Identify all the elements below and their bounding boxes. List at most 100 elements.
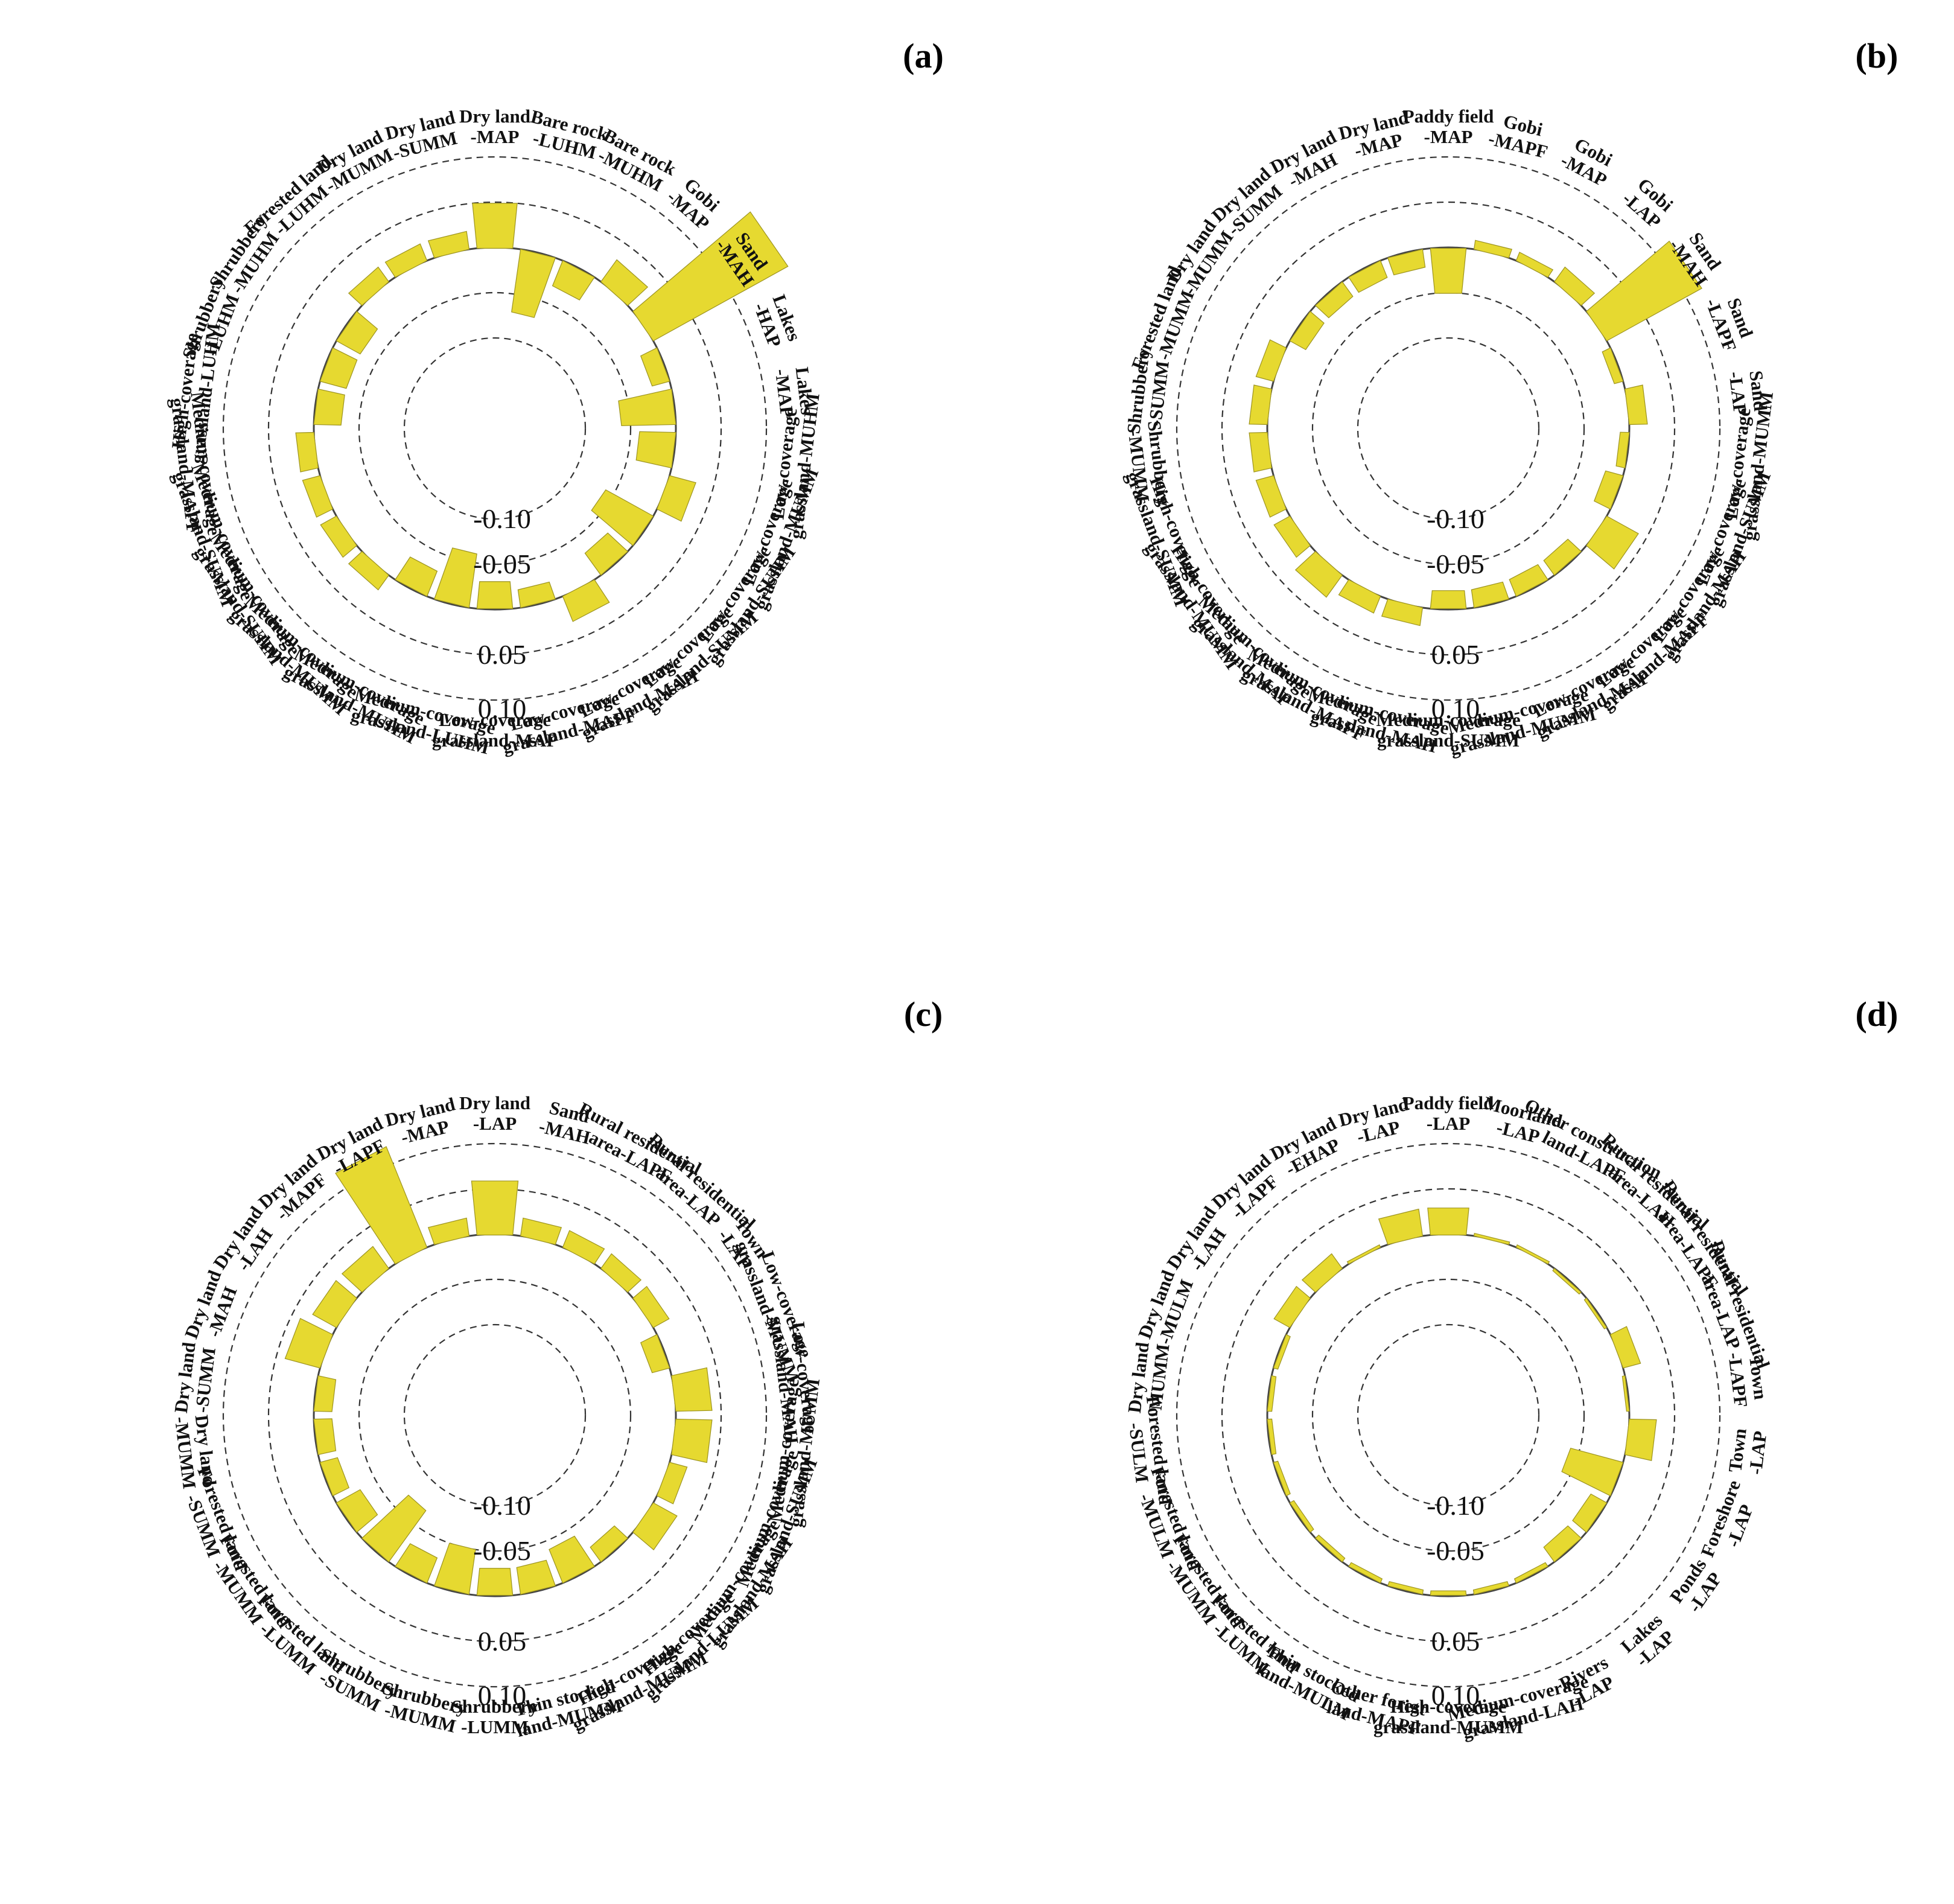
radial-tick-label-3: 0.10 [478, 693, 527, 724]
bar-10 [1543, 538, 1582, 576]
bar-19 [313, 1418, 337, 1456]
bar-1 [511, 249, 556, 318]
bar-6 [1621, 1375, 1630, 1412]
bar-16 [1314, 1534, 1346, 1563]
radial-tick-label-0: -0.10 [473, 1490, 531, 1521]
category-label-20: Dry land-MUMM [1124, 1340, 1174, 1418]
bar-2 [1515, 252, 1554, 278]
bar-12 [517, 581, 556, 608]
panel-letter: (c) [904, 995, 943, 1034]
bar-23 [341, 1246, 390, 1293]
radial-tick-label-2: 0.05 [478, 639, 527, 670]
radial-tick-label-3: 0.10 [1431, 1680, 1480, 1711]
bar-7 [1625, 1418, 1657, 1461]
bar-5 [1609, 1326, 1641, 1369]
category-label-0: Dry land -MAP [459, 106, 530, 147]
bar-1 [1473, 1232, 1510, 1245]
bar-2 [1515, 1244, 1550, 1265]
bar-15 [1348, 1562, 1383, 1584]
bar-0 [1427, 1208, 1469, 1236]
grid-ring-0 [1357, 1323, 1540, 1507]
panel-letter: (a) [903, 36, 944, 75]
category-label-0: Paddy field -MAP [1403, 106, 1494, 147]
radial-tick-label-0: -0.10 [1427, 503, 1485, 534]
bar-0 [471, 1180, 519, 1236]
category-label-13: Medium-coverage grassland-SUMM [1376, 709, 1520, 751]
bar-10 [590, 1525, 629, 1563]
bar-11 [1513, 1562, 1548, 1584]
bar-22 [1273, 1285, 1311, 1328]
bar-9 [1572, 1493, 1608, 1533]
bar-20 [1249, 384, 1272, 425]
bar-18 [319, 1457, 350, 1497]
radial-tick-label-2: 0.05 [478, 1626, 527, 1657]
bar-17 [336, 1489, 378, 1533]
bar-22 [1289, 311, 1325, 351]
bar-11 [562, 579, 610, 622]
bar-1 [520, 1217, 562, 1245]
bar-9 [591, 489, 654, 546]
bar-4 [1583, 1297, 1608, 1329]
category-label-19: Shrubbery-MUMM [1123, 419, 1175, 511]
bar-19 [1267, 1418, 1277, 1456]
bar-16 [1294, 550, 1343, 598]
bar-9 [1586, 515, 1639, 570]
bar-21 [319, 347, 358, 389]
bar-25 [1387, 249, 1426, 276]
bar-25 [1378, 1208, 1424, 1245]
bar-17 [1273, 515, 1311, 558]
bar-24 [384, 243, 428, 278]
panel-letter: (d) [1856, 995, 1898, 1034]
bar-15 [1338, 579, 1381, 614]
category-label-6: Lakes-MAP [771, 365, 818, 419]
bar-5 [640, 1334, 670, 1374]
radial-tick-label-2: 0.05 [1431, 639, 1480, 670]
bar-18 [1255, 475, 1287, 518]
bar-7 [635, 431, 676, 469]
category-label-0: Paddy field -LAP [1403, 1092, 1494, 1134]
category-label-7: Town-LAP [1724, 1427, 1771, 1476]
bar-12 [1472, 1581, 1510, 1595]
grid-ring-1 [358, 291, 632, 565]
bar-24 [1348, 260, 1388, 293]
category-label-19: Dry land-MUMM [171, 1413, 221, 1490]
bar-22 [336, 311, 378, 355]
grid-ring-1 [358, 1278, 632, 1552]
bar-8 [1593, 470, 1624, 510]
radial-tick-label-1: -0.05 [473, 1535, 531, 1566]
radial-tick-label-1: -0.05 [1427, 1535, 1485, 1566]
bar-16 [361, 1494, 427, 1563]
bar-14 [433, 547, 477, 608]
grid-ring-0 [1357, 337, 1540, 520]
bar-1 [1473, 240, 1513, 258]
bar-22 [312, 1280, 357, 1328]
category-label-13: Shrubbery -LUMM [452, 1696, 538, 1737]
bar-18 [302, 475, 334, 518]
bar-25 [427, 231, 470, 258]
bar-14 [1387, 1581, 1424, 1595]
bar-4 [1586, 240, 1702, 342]
bar-5 [640, 347, 670, 387]
bar-19 [295, 431, 319, 473]
bar-12 [1471, 581, 1510, 608]
grid-ring-0 [403, 1323, 587, 1507]
bar-13 [476, 581, 514, 610]
bar-11 [549, 1535, 595, 1584]
bar-14 [1381, 599, 1424, 626]
category-label-0: Dry land -LAP [459, 1092, 530, 1134]
bar-10 [584, 532, 629, 576]
bar-7 [671, 1418, 713, 1463]
grid-ring-2 [267, 1188, 722, 1643]
category-label-6: Sand-LAP [1725, 368, 1771, 416]
radial-tick-label-3: 0.10 [1431, 693, 1480, 724]
bar-6 [618, 388, 676, 427]
bar-21 [1255, 339, 1287, 382]
bar-17 [320, 515, 357, 558]
bar-15 [395, 556, 438, 597]
bar-11 [1509, 564, 1548, 597]
bar-23 [1314, 281, 1354, 319]
radial-tick-label-2: 0.05 [1431, 1626, 1480, 1657]
grid-ring-3 [1176, 1142, 1721, 1688]
bar-0 [1430, 247, 1467, 294]
